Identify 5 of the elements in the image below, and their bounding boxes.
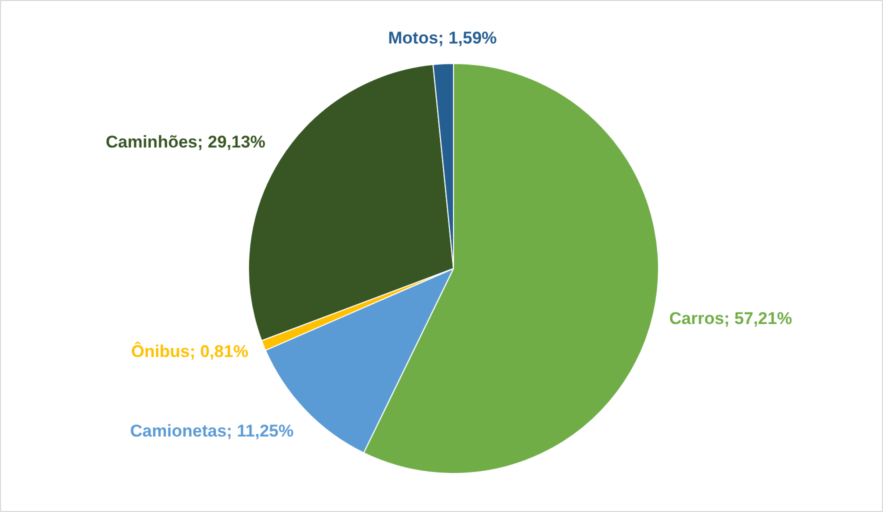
slice-label: Motos; 1,59%	[388, 28, 497, 48]
slice-label: Ônibus; 0,81%	[131, 341, 248, 362]
slice-label: Carros; 57,21%	[669, 308, 792, 328]
slice-label: Camionetas; 11,25%	[130, 422, 294, 441]
slice-label: Caminhões; 29,13%	[106, 132, 266, 152]
